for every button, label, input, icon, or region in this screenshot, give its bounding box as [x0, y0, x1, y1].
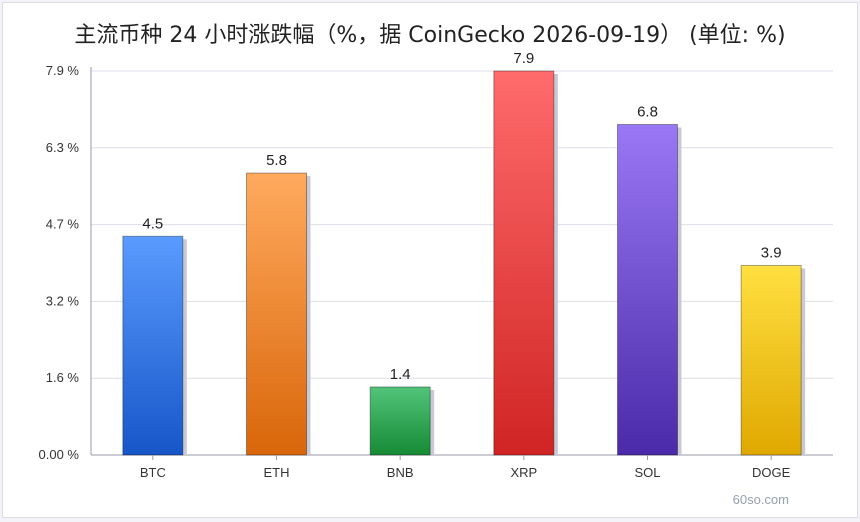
watermark: 60so.com — [732, 492, 789, 507]
x-tick-label: SOL — [634, 465, 660, 480]
x-tick-label: ETH — [264, 465, 290, 480]
bar-doge — [740, 264, 802, 456]
y-tick-label: 6.3 % — [46, 140, 80, 155]
x-tick-label: XRP — [510, 465, 537, 480]
y-tick-label: 0.00 % — [39, 447, 80, 462]
data-label: 4.5 — [142, 215, 163, 232]
x-tick-label: BTC — [140, 465, 166, 480]
data-label: 1.4 — [390, 366, 411, 383]
x-tick-label: DOGE — [752, 465, 791, 480]
bar-bnb — [369, 386, 431, 456]
data-label: 6.8 — [637, 103, 658, 120]
y-tick-label: 3.2 % — [46, 293, 80, 308]
data-label: 7.9 — [513, 50, 534, 67]
bar-eth — [246, 172, 307, 456]
data-label: 3.9 — [761, 244, 782, 261]
bar-btc — [122, 235, 184, 456]
y-tick-label: 7.9 % — [46, 63, 80, 78]
chart-title: 主流币种 24 小时涨跌幅（%，据 CoinGecko 2026-09-19） … — [74, 23, 786, 48]
y-tick-label: 1.6 % — [46, 370, 80, 385]
bar-xrp — [493, 70, 555, 456]
x-tick-label: BNB — [387, 465, 414, 480]
y-tick-label: 4.7 % — [46, 217, 80, 232]
data-label: 5.8 — [266, 152, 287, 169]
bar-sol — [617, 123, 678, 456]
bar-chart-plot: 0.00 % 1.6 % 3.2 % 4.7 % 6.3 % 7.9 % 4.5 BTC 5.8… — [39, 50, 833, 480]
